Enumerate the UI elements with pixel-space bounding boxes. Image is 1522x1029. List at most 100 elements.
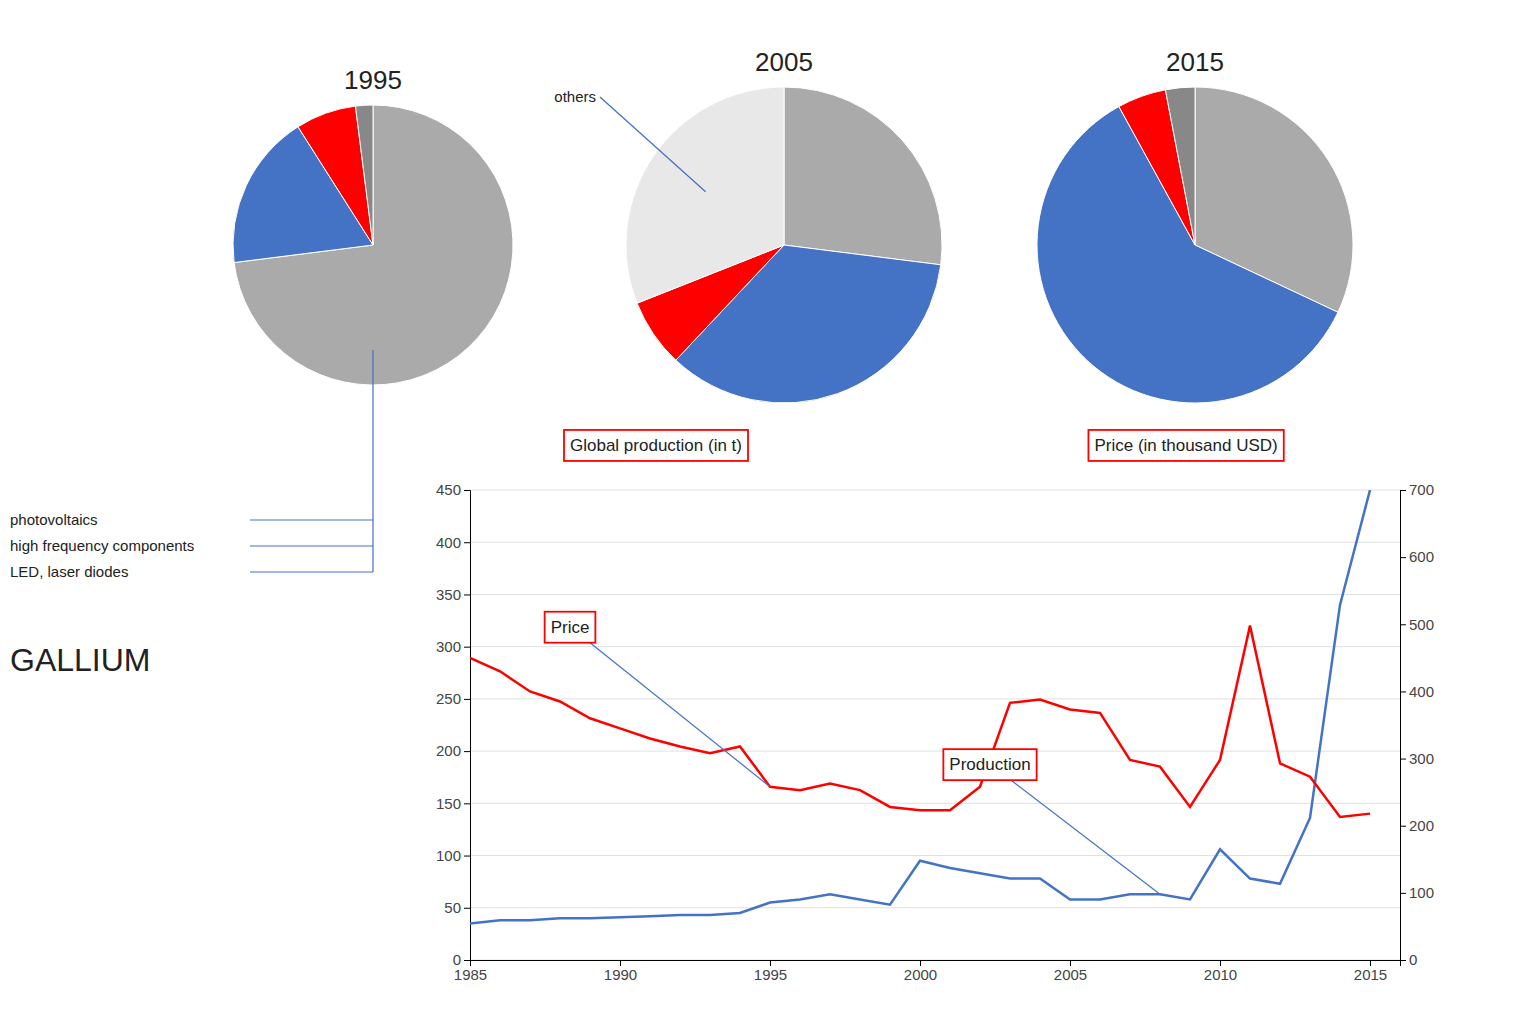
pie-chart [1037,87,1353,403]
chart-title: GALLIUM [10,642,150,678]
tick-label: 2005 [1054,966,1087,983]
tick: 2005 [1054,960,1087,983]
tick: 700 [1400,481,1434,498]
pie-annotation: others [554,88,596,105]
tick-mark [1400,490,1406,491]
tick-mark [464,542,470,543]
label-text: Price (in thousand USD) [1094,436,1277,455]
tick: 2000 [904,960,937,983]
tick-label: 150 [436,795,461,812]
tick: 2015 [1354,960,1387,983]
y2-axis-title: Price (in thousand USD) [1088,430,1283,461]
tick-mark [464,490,470,491]
tick-label: 2000 [904,966,937,983]
y-axis-title: Global production (in t) [564,430,748,461]
grid-line [470,698,1400,699]
pie-slice [626,87,784,303]
tick: 250 [436,690,470,707]
tick: 1990 [604,960,637,983]
pie-annotation: high frequency components [10,537,194,554]
tick: 1995 [754,960,787,983]
tick-label: 2010 [1204,966,1237,983]
grid-line [470,803,1400,804]
annotation-line [372,350,373,572]
tick: 0 [1400,951,1417,968]
tick-label: 700 [1409,481,1434,498]
tick: 2010 [1204,960,1237,983]
tick-label: 1995 [754,966,787,983]
tick: 400 [436,534,470,551]
tick: 350 [436,586,470,603]
pie-title: 2015 [1166,47,1224,77]
annotation-line [250,545,373,546]
label-text: Production [949,755,1030,774]
annotation-line [250,571,373,572]
tick: 150 [436,795,470,812]
pie-title: 2005 [755,47,813,77]
tick-label: 50 [444,899,461,916]
tick-mark [464,803,470,804]
grid [470,490,1400,960]
grid-line [470,490,1400,491]
grid-line [470,594,1400,595]
tick-label: 200 [436,742,461,759]
tick-mark [1400,691,1406,692]
pie-slice [784,87,942,265]
pie-chart [233,105,513,385]
axis-line [1401,491,1407,961]
series-label: Price [545,612,596,643]
tick-label: 350 [436,586,461,603]
series-line [470,490,1370,923]
tick-label: 450 [436,481,461,498]
pie-slice [1165,87,1195,245]
tick-mark [464,908,470,909]
annotation-line [600,97,706,192]
y-axis: 0 50 100 150 200 250 300 350 400 450 [436,481,471,968]
tick-label: 400 [1409,683,1434,700]
series-label: Production [943,749,1036,780]
label-text: Price [551,618,590,637]
tick-label: 200 [1409,817,1434,834]
label-box [545,612,596,643]
x-axis: 1985199019952000200520102015 [454,960,1401,983]
tick: 300 [1400,750,1434,767]
tick-label: 2015 [1354,966,1387,983]
grid-line [470,751,1400,752]
pie-chart [626,87,942,403]
tick-label: 0 [1409,951,1417,968]
tick-mark [1400,960,1406,961]
tick-label: 400 [436,534,461,551]
tick-mark [464,960,470,961]
callout-line [570,627,770,787]
tick: 200 [1400,817,1434,834]
tick: 300 [436,638,470,655]
tick: 500 [1400,616,1434,633]
tick: 400 [1400,683,1434,700]
tick-mark [1400,893,1406,894]
tick-label: 300 [436,638,461,655]
tick-mark [1400,759,1406,760]
tick-label: 100 [436,847,461,864]
y2-axis: 0 100 200 300 400 500 600 700 [1400,481,1434,968]
tick: 100 [1400,884,1434,901]
plot-area [470,490,1370,923]
tick: 0 [453,951,470,968]
tick: 600 [1400,548,1434,565]
tick-mark [464,751,470,752]
tick: 200 [436,742,470,759]
tick-mark [464,594,470,595]
axis-line [464,491,471,961]
tick-label: 500 [1409,616,1434,633]
grid-line [470,855,1400,856]
tick-mark [464,647,470,648]
callout-line [990,764,1160,894]
grid-line [470,907,1400,908]
tick-mark [1400,557,1406,558]
annotation-line [250,519,373,520]
tick-label: 250 [436,690,461,707]
tick-mark [464,699,470,700]
tick: 450 [436,481,470,498]
label-text: Global production (in t) [570,436,742,455]
figure: 1995photovoltaicshigh frequency componen… [0,0,1522,1029]
tick-mark [1400,624,1406,625]
